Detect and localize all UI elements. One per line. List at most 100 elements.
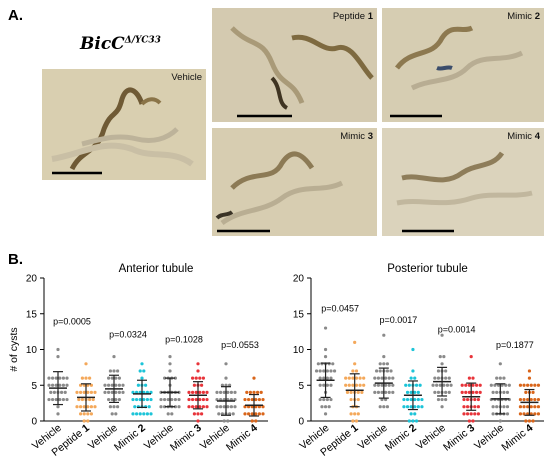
data-point [205,397,209,402]
genotype-superscript: Δ/YC33 [124,35,161,46]
p-value-label: p=0.0457 [321,304,359,314]
data-point [465,412,470,416]
data-point [462,397,466,402]
data-point [409,390,413,394]
data-point [144,383,148,387]
data-point [536,405,541,409]
data-point [224,383,228,387]
data-point [89,412,93,416]
data-point [495,405,499,409]
data-point [61,397,65,402]
data-point [351,369,355,373]
data-point [356,412,360,416]
data-point [250,419,254,423]
photo-mimic-4: Mimic 4 [382,128,544,236]
data-point [168,355,172,359]
x-tick-label-number: 4 [248,422,260,435]
data-point [229,390,233,394]
data-point [354,405,359,409]
data-point [536,412,541,416]
data-point [84,362,88,366]
p-value-label: p=0.1028 [165,334,203,344]
data-point [131,412,135,416]
data-point [194,390,198,394]
data-point [170,405,174,409]
x-tick-label: Mimic 4 [224,422,260,454]
data-point [332,369,337,373]
x-tick-label-text: Peptide [49,426,87,459]
data-point [526,397,530,402]
data-point [354,383,359,387]
data-point [440,333,444,337]
data-point [166,397,170,402]
data-point [226,397,230,402]
data-point [47,397,51,402]
data-point [413,390,417,394]
data-point [159,397,163,402]
data-point [382,405,386,409]
data-point [257,397,261,402]
data-point [159,390,163,394]
data-point [138,390,142,394]
data-point [526,383,530,387]
data-point [327,405,331,409]
data-point [121,390,125,394]
data-point [378,362,382,366]
data-point [413,405,417,409]
x-tick-label-text: Mimic [383,426,414,454]
data-point [380,397,384,402]
data-point [384,390,388,394]
data-point [170,412,174,416]
data-point [145,397,149,402]
data-point [201,405,205,409]
data-point [231,412,235,416]
data-point [250,412,254,416]
data-point [145,390,149,394]
photo-label-peptide-1: Peptide 1 [333,11,373,22]
data-point [411,369,415,373]
data-point [89,405,93,409]
data-point [82,383,86,387]
data-point [58,376,62,380]
x-tick-label: Vehicle [86,422,120,452]
data-point [201,390,205,394]
data-point [61,376,65,380]
genotype-main: BicC [80,34,125,54]
data-point [522,397,526,402]
data-point [173,397,177,402]
data-point [498,390,502,394]
data-point [228,412,232,416]
data-point [529,412,533,416]
data-point [110,390,114,394]
data-point [344,383,348,387]
data-point [471,376,475,380]
data-point [529,397,533,402]
data-point [114,383,118,387]
data-point [378,405,382,409]
data-point [222,405,226,409]
data-point [500,397,504,402]
data-point [413,412,417,416]
data-point [409,412,413,416]
photo-label-number: 4 [534,131,540,142]
photo-label-mimic-2: Mimic 2 [507,11,540,22]
data-point [88,376,92,380]
data-point [433,390,437,394]
data-point [61,383,65,387]
data-point [82,412,86,416]
data-point [531,419,535,423]
data-point [201,397,205,402]
data-point [420,397,424,402]
data-point [323,362,328,366]
data-point [138,369,142,373]
x-tick-label-text: Vehicle [356,422,390,452]
data-point [467,390,471,394]
data-point [142,369,146,373]
data-point [440,390,444,394]
data-point [444,369,448,373]
data-point [349,390,353,394]
data-point [353,390,357,394]
data-point [138,397,142,402]
x-tick-label-text: Mimic [168,426,199,454]
data-point [131,390,135,394]
